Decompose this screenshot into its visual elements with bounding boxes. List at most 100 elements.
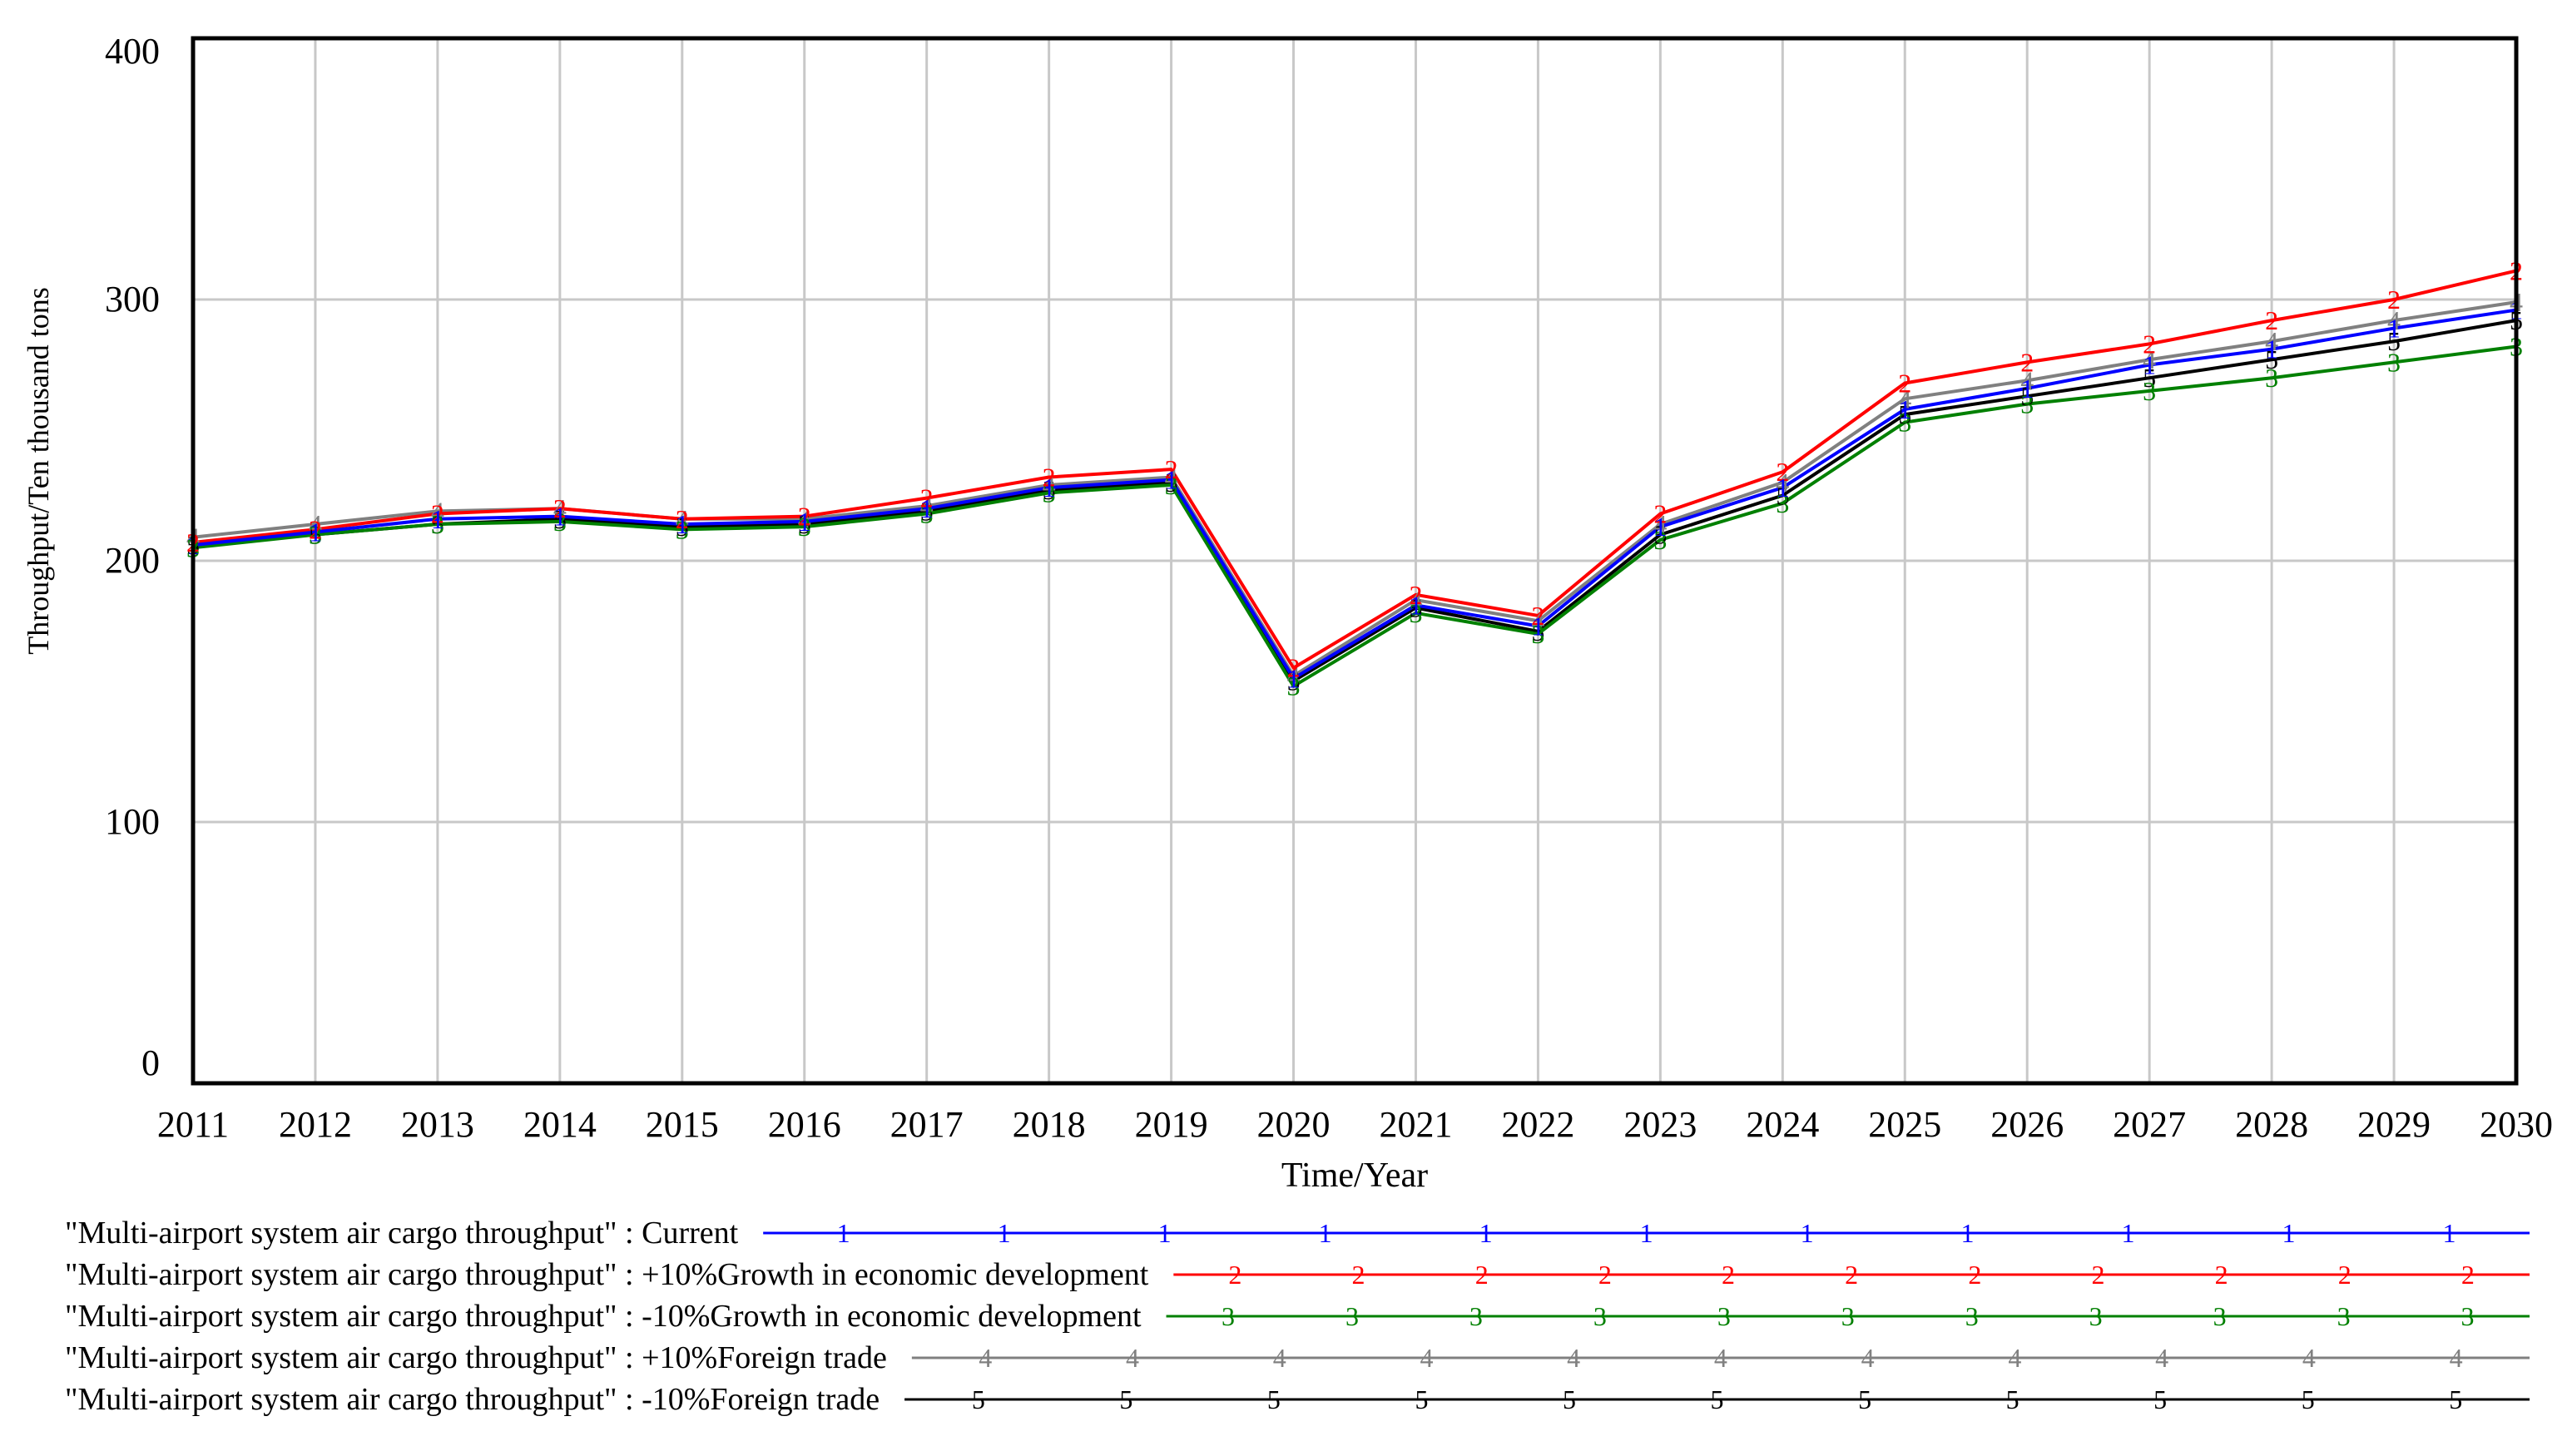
legend-marker: 1 [2122,1218,2135,1248]
data-point-marker: 3 [920,498,934,528]
legend-marker: 3 [1717,1301,1731,1331]
legend-marker: 4 [1420,1343,1433,1373]
x-tick-label: 2013 [401,1104,474,1145]
data-point-marker: 2 [1776,457,1789,487]
legend-marker: 5 [1711,1384,1724,1414]
x-tick-label: 2025 [1868,1104,1941,1145]
data-point-marker: 1 [1531,612,1544,641]
legend-marker: 3 [2337,1301,2351,1331]
data-point-marker: 4 [798,504,811,534]
x-tick-label: 2014 [523,1104,597,1145]
grid-layer [193,38,2516,1083]
series-line-5 [192,319,2517,683]
y-tick-labels: 0 100 200 300 400 [105,31,160,1083]
y-tick-label: 0 [141,1042,160,1083]
data-point-marker: 4 [1653,509,1667,539]
data-point-marker: 3 [1531,619,1544,649]
legend-marker: 5 [1119,1384,1132,1414]
data-point-marker: 5 [1898,399,1911,429]
data-point-marker: 5 [2387,326,2401,356]
data-point-marker: 3 [1287,671,1301,701]
legend-marker: 3 [2213,1301,2227,1331]
data-point-marker: 3 [1898,408,1911,438]
legend-marker: 5 [972,1384,985,1414]
data-point-marker: 4 [2020,365,2034,395]
legend-marker: 2 [1722,1260,1735,1290]
legend-marker: 5 [2302,1384,2315,1414]
data-point-marker: 4 [2265,326,2278,356]
y-tick-label: 400 [105,31,160,72]
data-point-marker: 4 [553,493,567,523]
legend-marker: 5 [2006,1384,2019,1414]
x-tick-label: 2021 [1379,1104,1452,1145]
data-point-marker: 3 [553,507,567,537]
legend-marker: 5 [1267,1384,1281,1414]
data-point-marker: 4 [1287,661,1301,691]
y-axis-title: Throughput/Ten thousand tons [22,287,55,654]
data-point-marker: 3 [1409,598,1422,628]
x-tick-label: 2016 [768,1104,841,1145]
data-point-marker: 4 [1043,470,1056,500]
data-point-marker: 5 [1776,481,1789,511]
series-lines [192,269,2517,688]
data-point-marker: 5 [2143,363,2156,393]
legend-item: "Multi-airport system air cargo throughp… [65,1257,2530,1292]
legend-marker: 3 [2089,1301,2103,1331]
legend-marker: 4 [2302,1343,2316,1373]
legend-marker: 4 [2450,1343,2463,1373]
data-point-marker: 5 [1409,593,1422,623]
data-point-marker: 3 [2143,376,2156,406]
legend-marker: 2 [2461,1260,2475,1290]
x-tick-label: 2017 [890,1104,964,1145]
x-tick-label: 2012 [279,1104,352,1145]
data-point-marker: 1 [1898,394,1911,424]
data-point-marker: 4 [1898,384,1911,414]
data-point-marker: 2 [2143,329,2156,359]
data-point-marker: 3 [2265,363,2278,393]
legend-marker: 2 [2091,1260,2104,1290]
x-tick-label: 2022 [1501,1104,1574,1145]
legend-marker: 1 [1801,1218,1814,1248]
legend-label: "Multi-airport system air cargo throughp… [65,1340,887,1375]
legend-marker: 1 [2282,1218,2296,1248]
data-point-marker: 3 [1653,525,1667,555]
data-point-marker: 2 [2387,285,2401,314]
data-point-marker: 5 [2020,381,2034,411]
y-tick-label: 300 [105,279,160,319]
legend-marker: 1 [1319,1218,1332,1248]
data-point-marker: 2 [1043,463,1056,493]
data-point-marker: 2 [1409,580,1422,610]
legend-item: "Multi-airport system air cargo throughp… [65,1216,2530,1250]
data-point-marker: 4 [920,491,934,521]
data-point-marker: 2 [2020,347,2034,377]
data-point-marker: 3 [431,509,444,539]
legend-marker: 3 [1593,1301,1607,1331]
data-point-marker: 1 [2143,350,2156,380]
legend-marker: 4 [1567,1343,1580,1373]
legend-label: "Multi-airport system air cargo throughp… [65,1382,880,1417]
legend-marker: 1 [1961,1218,1975,1248]
data-point-marker: 3 [2387,347,2401,377]
legend-marker: 5 [1563,1384,1576,1414]
data-point-marker: 4 [431,496,444,526]
series-line-3 [192,344,2517,688]
legend-marker: 5 [1858,1384,1871,1414]
data-point-marker: 3 [1776,488,1789,518]
data-point-marker: 2 [1287,653,1301,683]
legend-marker: 2 [1475,1260,1489,1290]
data-point-marker: 5 [920,496,934,526]
legend-marker: 3 [1965,1301,1979,1331]
data-point-marker: 4 [1776,468,1789,498]
data-point-marker: 1 [1653,512,1667,542]
y-tick-label: 200 [105,540,160,581]
data-point-marker: 3 [798,512,811,542]
data-point-marker: 1 [2265,334,2278,364]
data-point-marker: 1 [431,504,444,534]
legend-label: "Multi-airport system air cargo throughp… [65,1299,1142,1334]
x-tick-label: 2030 [2480,1104,2553,1145]
data-point-marker: 5 [798,509,811,539]
series-line-1 [192,308,2517,681]
x-tick-label: 2029 [2357,1104,2431,1145]
